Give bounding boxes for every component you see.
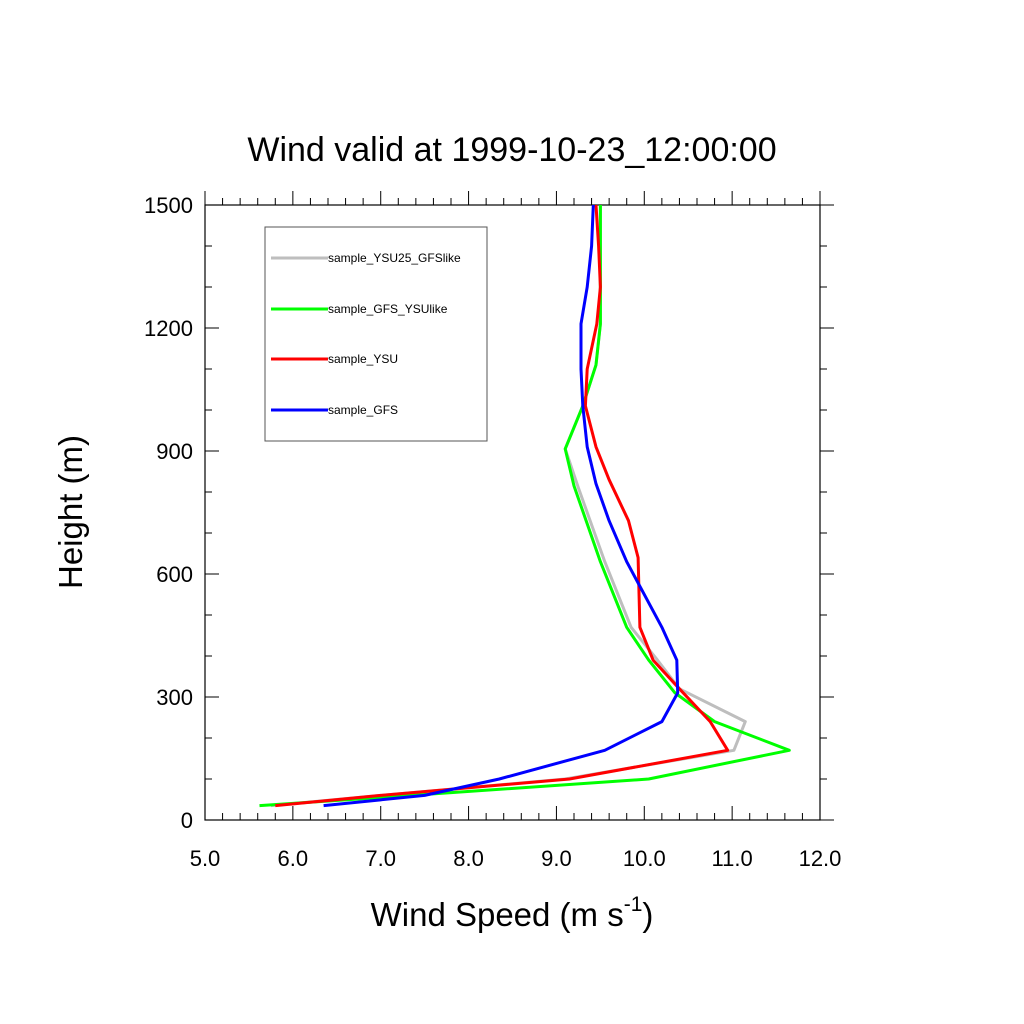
series-lines <box>259 204 791 808</box>
x-axis-title: Wind Speed (m s-1) <box>371 893 654 933</box>
y-tick-label: 600 <box>156 562 193 587</box>
y-tick-label: 900 <box>156 439 193 464</box>
y-tick-label: 1200 <box>144 316 193 341</box>
x-tick-label: 5.0 <box>190 846 221 871</box>
legend: sample_YSU25_GFSlike sample_GFS_YSUlikesa… <box>271 251 461 417</box>
legend-label-sample_GFS_YSUlike: sample_GFS_YSUlike <box>328 302 448 316</box>
x-tick-label: 10.0 <box>623 846 666 871</box>
y-tick-label: 300 <box>156 685 193 710</box>
axis-tick-labels: 5.0 6.0 7.0 8.0 9.0 10.0 11.0 12.0 0 300 600 900 120… <box>144 193 841 871</box>
series-line-sample_YSU <box>275 204 730 808</box>
legend-label-sample_YSU: sample_YSU <box>328 352 398 366</box>
legend-label-sample_YSU25_GFSlike: sample_YSU25_GFSlike <box>328 251 461 265</box>
series-line-sample_GFS_YSUlike <box>259 205 791 808</box>
x-tick-label: 12.0 <box>799 846 842 871</box>
y-tick-label: 1500 <box>144 193 193 218</box>
legend-label-sample_GFS: sample_GFS <box>328 403 398 417</box>
y-tick-label: 0 <box>181 808 193 833</box>
axis-ticks <box>204 191 834 821</box>
legend-box <box>264 226 488 442</box>
chart-title: Wind valid at 1999-10-23_12:00:00 <box>247 131 776 169</box>
x-tick-label: 8.0 <box>453 846 484 871</box>
x-axis-title-close: ) <box>642 896 653 933</box>
x-axis-title-main: Wind Speed (m s <box>371 896 624 933</box>
x-tick-label: 9.0 <box>541 846 572 871</box>
series-line-sample_GFS <box>323 204 680 808</box>
y-axis-title: Height (m) <box>52 435 89 589</box>
x-axis-title-exponent: -1 <box>624 893 643 916</box>
x-tick-label: 6.0 <box>278 846 309 871</box>
x-tick-label: 7.0 <box>365 846 396 871</box>
plot-frame <box>204 204 821 821</box>
x-tick-label: 11.0 <box>712 846 753 871</box>
